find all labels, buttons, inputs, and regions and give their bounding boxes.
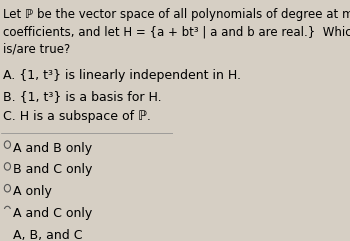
Text: A only: A only — [13, 185, 52, 198]
Text: C. H is a subspace of ℙ.: C. H is a subspace of ℙ. — [3, 110, 151, 123]
Text: A. {1, t³} is linearly independent in H.: A. {1, t³} is linearly independent in H. — [3, 69, 241, 82]
Text: A and C only: A and C only — [13, 207, 93, 220]
Text: A, B, and C: A, B, and C — [13, 229, 83, 241]
Text: B and C only: B and C only — [13, 163, 93, 176]
Text: is/are true?: is/are true? — [3, 43, 70, 56]
Text: A and B only: A and B only — [13, 141, 92, 154]
Text: Let ℙ be the vector space of all polynomials of degree at most 3 with real: Let ℙ be the vector space of all polynom… — [3, 8, 350, 21]
Text: B. {1, t³} is a basis for H.: B. {1, t³} is a basis for H. — [3, 90, 162, 103]
Text: coefficients, and let H = {a + bt³ | a and b are real.}  Which of the followin: coefficients, and let H = {a + bt³ | a a… — [3, 25, 350, 38]
